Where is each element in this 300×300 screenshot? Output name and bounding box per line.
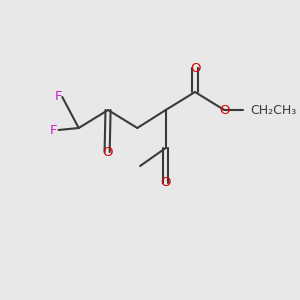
Text: F: F xyxy=(49,124,57,136)
Text: O: O xyxy=(160,176,171,190)
Text: CH₂CH₃: CH₂CH₃ xyxy=(250,103,296,116)
Text: O: O xyxy=(219,103,230,116)
Text: F: F xyxy=(55,91,62,103)
Text: O: O xyxy=(190,61,200,74)
Text: O: O xyxy=(102,146,112,158)
